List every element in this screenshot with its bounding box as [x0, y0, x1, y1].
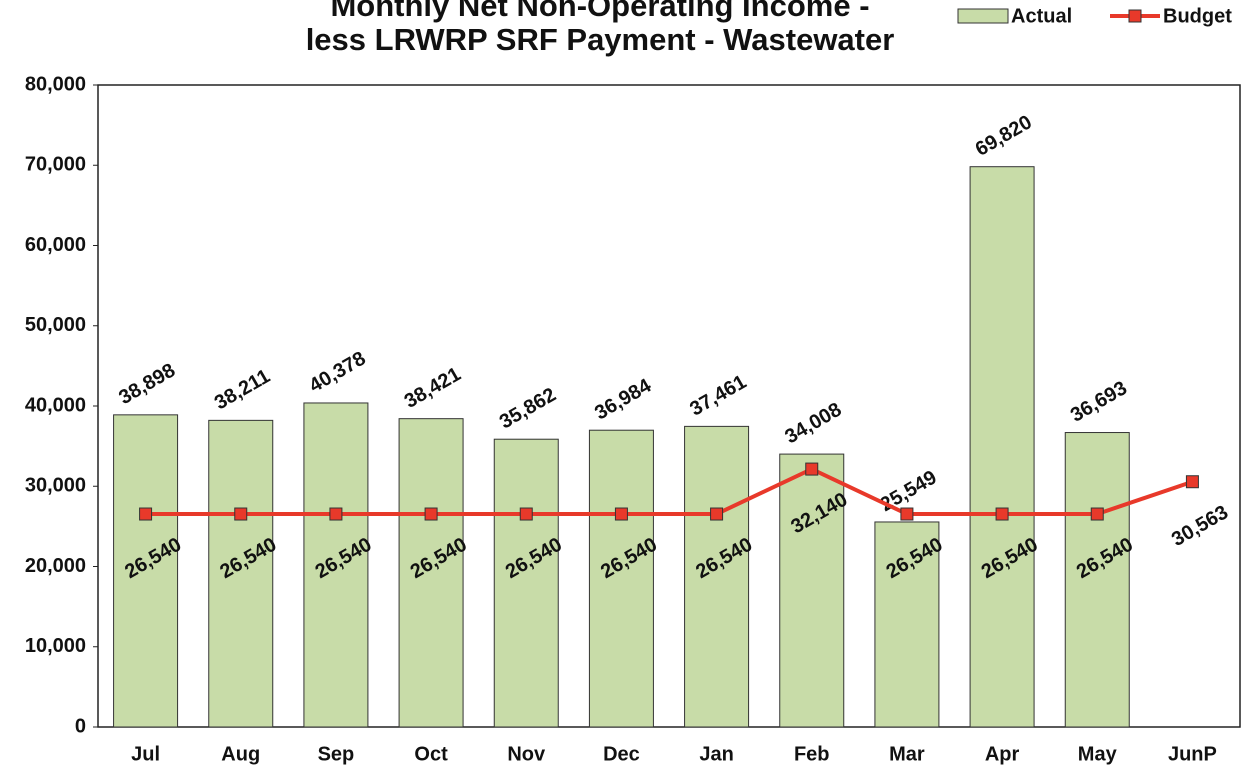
bar [588, 429, 654, 728]
line-marker [900, 507, 914, 521]
x-tick-label: JunP [1168, 743, 1217, 765]
legend-label: Actual [1011, 5, 1072, 27]
x-tick-label: May [1078, 743, 1118, 765]
data-label: 35,862 [496, 384, 560, 434]
line-marker [519, 507, 533, 521]
line-marker [234, 507, 248, 521]
chart-title: Monthly Net Non-Operating Income - [330, 0, 869, 23]
data-label: 38,211 [211, 365, 274, 414]
x-tick-label: Sep [318, 743, 355, 765]
y-tick-label: 50,000 [25, 314, 86, 336]
y-tick-label: 10,000 [25, 635, 86, 657]
bar [874, 521, 940, 728]
bar [684, 425, 750, 728]
y-tick-label: 40,000 [25, 394, 86, 416]
bar [113, 414, 179, 728]
x-tick-label: Jan [699, 743, 733, 765]
x-tick-label: Nov [507, 743, 546, 765]
y-tick-label: 70,000 [25, 154, 86, 176]
line-marker [1090, 507, 1104, 521]
data-label: 37,461 [686, 371, 750, 421]
y-tick-label: 20,000 [25, 555, 86, 577]
x-tick-label: Oct [414, 743, 448, 765]
data-label: 30,563 [1168, 501, 1232, 551]
budget-line [145, 466, 1194, 517]
x-tick-label: Dec [603, 743, 640, 765]
line-marker [1185, 475, 1199, 489]
y-tick-label: 30,000 [25, 475, 86, 497]
line-marker [710, 507, 724, 521]
data-label: 38,421 [401, 363, 465, 413]
line-marker [139, 507, 153, 521]
x-tick-label: Aug [221, 743, 260, 765]
x-tick-label: Apr [985, 743, 1020, 765]
bar [303, 402, 369, 728]
bar [398, 418, 464, 728]
y-tick-label: 60,000 [25, 234, 86, 256]
line-marker [329, 507, 343, 521]
legend-label: Budget [1163, 5, 1232, 27]
x-tick-label: Jul [131, 743, 160, 765]
bar [779, 453, 845, 728]
x-tick-label: Feb [794, 743, 830, 765]
bar [493, 438, 559, 728]
line-marker [614, 507, 628, 521]
x-tick-label: Mar [889, 743, 925, 765]
data-label: 36,693 [1067, 377, 1131, 427]
y-tick-label: 0 [75, 715, 86, 737]
chart-title: less LRWRP SRF Payment - Wastewater [306, 22, 895, 57]
data-label: 34,008 [781, 399, 845, 449]
data-label: 36,984 [591, 374, 656, 424]
legend-swatch [957, 8, 1009, 24]
data-label: 38,898 [115, 359, 179, 409]
data-label: 69,820 [972, 111, 1036, 161]
data-label: 40,378 [306, 348, 370, 398]
legend-marker [1128, 9, 1142, 23]
y-tick-label: 80,000 [25, 73, 86, 95]
line-marker [805, 462, 819, 476]
line-marker [424, 507, 438, 521]
bar [208, 419, 274, 728]
bar [1064, 432, 1130, 728]
line-marker [995, 507, 1009, 521]
bar [969, 166, 1035, 728]
